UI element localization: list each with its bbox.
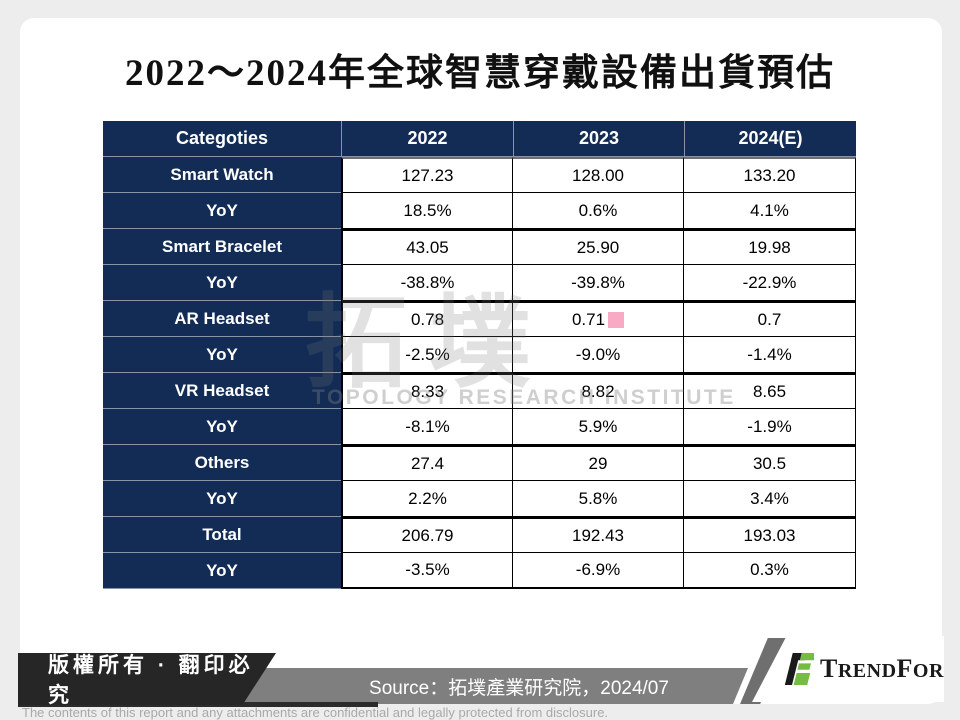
table-cell: 5.8% — [513, 481, 684, 517]
source-text: Source：拓墣產業研究院，2024/07 — [369, 677, 669, 699]
column-header-2022: 2022 — [341, 121, 513, 157]
table-cell: 43.05 — [341, 229, 513, 265]
brand-letter: T — [820, 654, 838, 683]
table-cell: 2.2% — [341, 481, 513, 517]
table-cell: 0.78 — [341, 301, 513, 337]
table-cell: -38.8% — [341, 265, 513, 301]
row-label: YoY — [103, 265, 341, 301]
table-cell: -8.1% — [341, 409, 513, 445]
table-cell: 206.79 — [341, 517, 513, 553]
copyright-text: 版權所有 · 翻印必究 — [48, 654, 254, 707]
table-cell: -39.8% — [513, 265, 684, 301]
row-label: Smart Watch — [103, 157, 341, 193]
column-header-categories: Categoties — [103, 121, 341, 157]
table-cell: 0.7 — [684, 301, 856, 337]
table-cell: 30.5 — [684, 445, 856, 481]
row-label: Smart Bracelet — [103, 229, 341, 265]
table-cell: 133.20 — [684, 157, 856, 193]
table-cell: 29 — [513, 445, 684, 481]
table-cell: 27.4 — [341, 445, 513, 481]
table-cell: 127.23 — [341, 157, 513, 193]
row-label: Others — [103, 445, 341, 481]
column-header-2023: 2023 — [513, 121, 684, 157]
table-cell: 128.00 — [513, 157, 684, 193]
table-cell: 8.33 — [341, 373, 513, 409]
row-label: Total — [103, 517, 341, 553]
table-cell: 3.4% — [684, 481, 856, 517]
brand-letter: F — [896, 654, 913, 683]
highlight-marker — [608, 311, 625, 328]
table-cell: -9.0% — [513, 337, 684, 373]
trendforce-icon — [784, 653, 814, 685]
table-cell: 18.5% — [341, 193, 513, 229]
table-cell: 0.3% — [684, 553, 856, 589]
row-label: AR Headset — [103, 301, 341, 337]
table-cell: -22.9% — [684, 265, 856, 301]
table-cell: 25.90 — [513, 229, 684, 265]
table-cell: 4.1% — [684, 193, 856, 229]
row-label: YoY — [103, 481, 341, 517]
brand-letters: REND — [837, 660, 897, 682]
trendforce-wordmark: TRENDFORCE — [820, 654, 959, 684]
disclaimer-text: The contents of this report and any atta… — [22, 705, 609, 720]
table-cell-value: 0.71 — [571, 309, 606, 329]
table-cell: 192.43 — [513, 517, 684, 553]
shipment-table: Categoties 2022 2023 2024(E) Smart Watch… — [103, 121, 856, 589]
row-label: YoY — [103, 409, 341, 445]
row-label: YoY — [103, 193, 341, 229]
table-cell: -1.9% — [684, 409, 856, 445]
table-cell: 193.03 — [684, 517, 856, 553]
table-cell: 8.65 — [684, 373, 856, 409]
table-cell: -2.5% — [341, 337, 513, 373]
table-cell: 5.9% — [513, 409, 684, 445]
table-cell: 19.98 — [684, 229, 856, 265]
row-label: VR Headset — [103, 373, 341, 409]
table-cell: 0.71 — [513, 301, 684, 337]
column-header-2024e: 2024(E) — [684, 121, 856, 157]
table-cell: -6.9% — [513, 553, 684, 589]
row-label: YoY — [103, 337, 341, 373]
table-cell: 8.82 — [513, 373, 684, 409]
table-cell: -1.4% — [684, 337, 856, 373]
row-label: YoY — [103, 553, 341, 589]
table-cell: 0.6% — [513, 193, 684, 229]
table-cell: -3.5% — [341, 553, 513, 589]
copyright-badge: 版權所有 · 翻印必究 — [18, 653, 276, 705]
trendforce-logo-plate: TRENDFORCE — [752, 636, 944, 702]
brand-letters: ORCE — [912, 660, 959, 682]
page-title: 2022～2024年全球智慧穿戴設備出貨預估 — [125, 53, 835, 94]
